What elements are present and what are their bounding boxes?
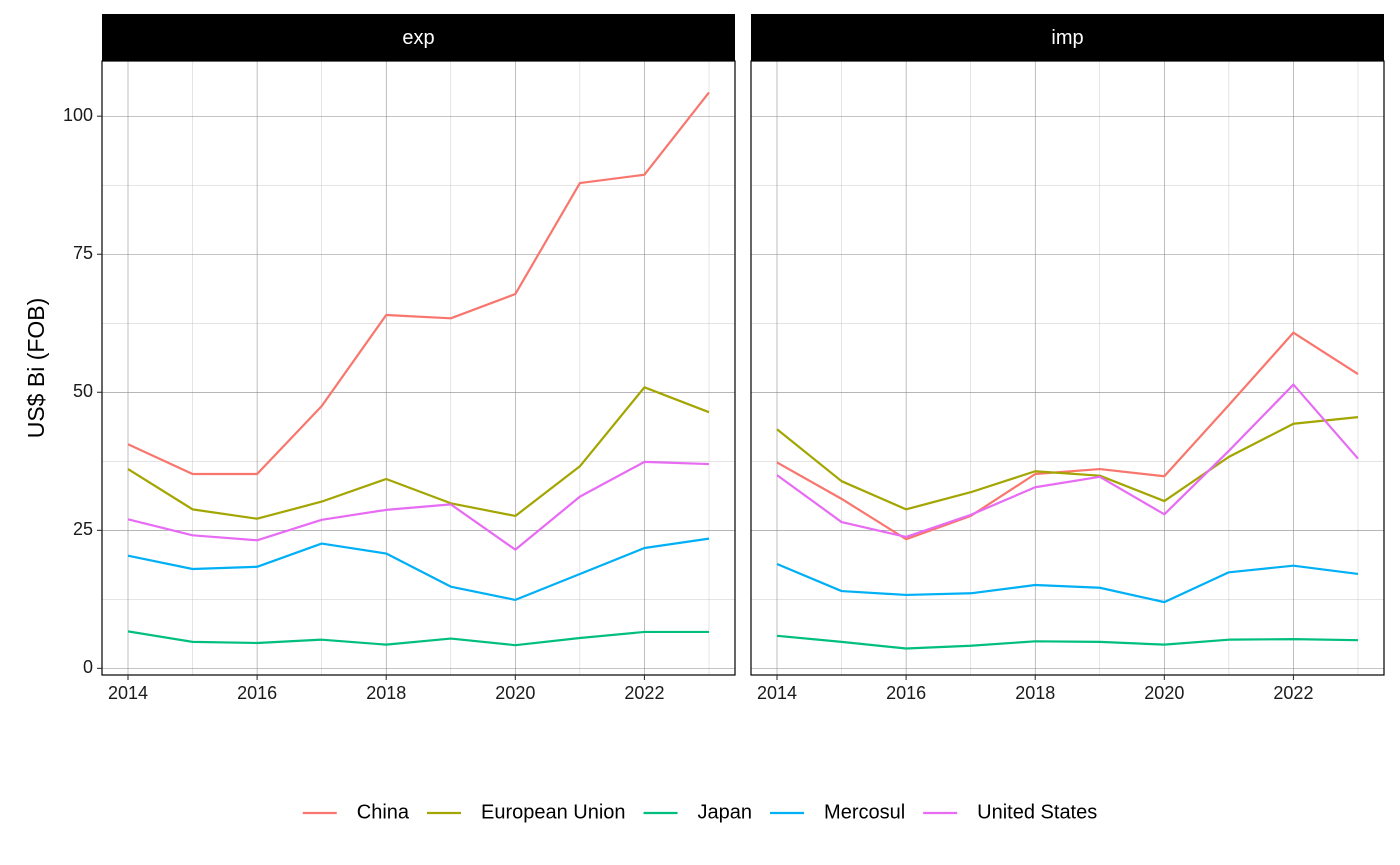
legend-item-china: China xyxy=(302,801,410,823)
legend-item-european-union: European Union xyxy=(427,801,626,823)
series-line-mercosul xyxy=(127,537,710,602)
legend: China European Union Japan Mercosul United S… xyxy=(302,801,1097,823)
x-tick-label: 2018 xyxy=(366,683,406,703)
strip-background xyxy=(751,14,1384,61)
series-line-european-union xyxy=(776,416,1359,511)
y-axis-title: US$ Bi (FOB) xyxy=(23,298,49,439)
series-line-japan xyxy=(776,634,1359,650)
strip-label: exp xyxy=(402,27,434,49)
series-line-united-states xyxy=(127,460,710,551)
y-tick-label: 25 xyxy=(73,519,93,539)
panel-exp: exp 2014 2016 2018 2020 2022 0 25 50 75 100 xyxy=(63,14,736,703)
y-tick-label: 100 xyxy=(63,105,93,125)
legend-label: Japan xyxy=(698,801,753,823)
legend-label: Mercosul xyxy=(824,801,905,823)
strip-label: imp xyxy=(1051,27,1083,49)
series-line-mercosul xyxy=(776,563,1359,604)
legend-item-united-states: United States xyxy=(923,801,1097,823)
panel-border xyxy=(750,60,1385,676)
series-line-japan xyxy=(127,630,709,647)
legend-label: China xyxy=(357,801,410,823)
legend-label: United States xyxy=(977,801,1097,823)
series-line-united-states xyxy=(776,383,1359,539)
panels: exp 2014 2016 2018 2020 2022 0 25 50 75 100 imp 2014… xyxy=(63,14,1385,703)
x-tick-label: 2022 xyxy=(1273,683,1313,703)
series-line-european-union xyxy=(127,386,710,520)
y-tick-label: 75 xyxy=(73,243,93,263)
legend-item-mercosul: Mercosul xyxy=(770,801,905,823)
y-tick-label: 0 xyxy=(83,657,93,677)
x-tick-label: 2016 xyxy=(237,683,277,703)
x-tick-label: 2014 xyxy=(108,683,148,703)
panel-border xyxy=(101,60,736,676)
x-tick-label: 2022 xyxy=(624,683,664,703)
y-tick-label: 50 xyxy=(73,381,93,401)
legend-item-japan: Japan xyxy=(643,801,753,823)
x-tick-label: 2014 xyxy=(757,683,797,703)
legend-label: European Union xyxy=(481,801,626,823)
series-line-china xyxy=(776,331,1359,541)
x-tick-label: 2018 xyxy=(1015,683,1055,703)
x-tick-label: 2016 xyxy=(886,683,926,703)
x-tick-label: 2020 xyxy=(495,683,535,703)
series-line-china xyxy=(127,91,710,476)
strip-background xyxy=(102,14,735,61)
panel-imp: imp 2014 2016 2018 2020 2022 xyxy=(750,14,1385,703)
x-tick-label: 2020 xyxy=(1144,683,1184,703)
